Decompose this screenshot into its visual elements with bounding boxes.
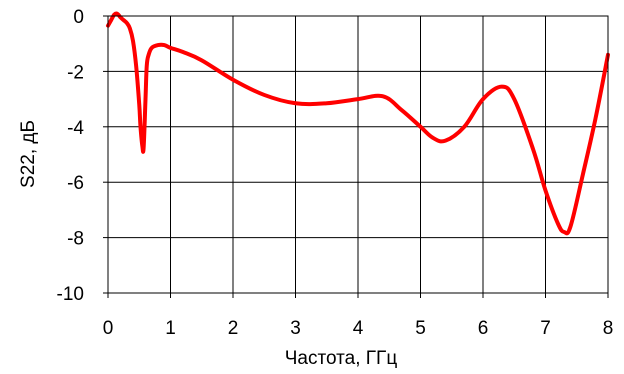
x-tick-label: 2	[228, 318, 239, 339]
x-tick-label: 1	[165, 318, 176, 339]
x-tick-label: 0	[103, 318, 114, 339]
y-tick-label: -6	[67, 173, 84, 194]
x-tick-label: 3	[290, 318, 301, 339]
x-tick-label: 6	[478, 318, 489, 339]
y-tick-label: -8	[67, 229, 84, 250]
x-tick-label: 8	[603, 318, 614, 339]
y-tick-label: -10	[57, 284, 84, 305]
x-tick-label: 7	[540, 318, 551, 339]
x-tick-label: 5	[415, 318, 426, 339]
y-tick-label: 0	[73, 7, 84, 28]
s22-series-line	[106, 11, 610, 236]
y-tick-label: -4	[67, 118, 84, 139]
y-tick-label: -2	[67, 62, 84, 83]
y-axis-label: S22, дБ	[18, 120, 39, 188]
x-axis-label: Частота, ГГц	[285, 348, 398, 369]
x-tick-label: 4	[353, 318, 364, 339]
